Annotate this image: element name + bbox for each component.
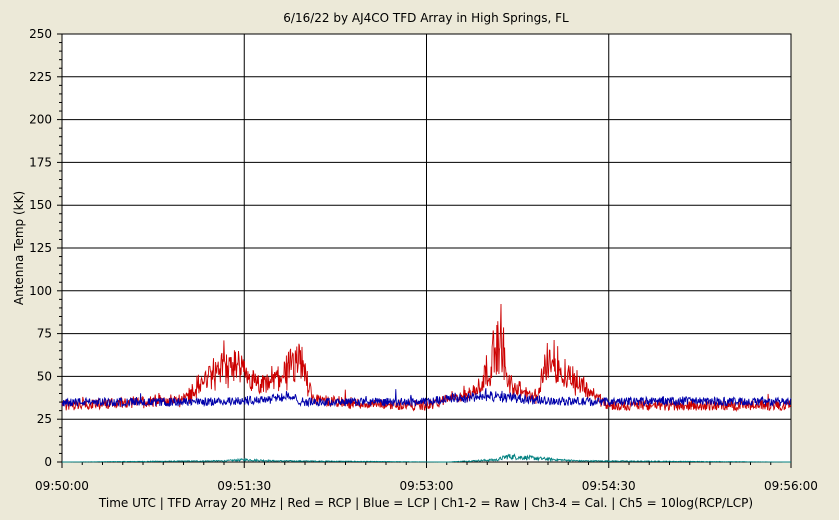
y-tick-label: 225 [29, 70, 52, 84]
y-tick-label: 50 [37, 369, 52, 383]
y-axis-label: Antenna Temp (kK) [12, 191, 26, 305]
y-tick-labels: 0 25 50 75 100 125 150 175 200 225 250 [29, 27, 52, 469]
y-tick-label: 125 [29, 241, 52, 255]
chart-title: 6/16/22 by AJ4CO TFD Array in High Sprin… [283, 11, 569, 25]
x-tick-labels: 09:50:00 09:51:30 09:53:00 09:54:30 09:56:00 [35, 479, 818, 493]
y-tick-label: 100 [29, 284, 52, 298]
series-line-1 [61, 388, 792, 408]
y-tick-label: 150 [29, 198, 52, 212]
y-tick-label: 25 [37, 412, 52, 426]
y-tick-label: 250 [29, 27, 52, 41]
y-tick-label: 200 [29, 113, 52, 127]
minor-ticks [57, 33, 792, 468]
x-tick-label: 09:51:30 [217, 479, 271, 493]
y-tick-label: 175 [29, 155, 52, 169]
grid-lines [62, 34, 791, 462]
series-line-2 [62, 453, 791, 463]
y-tick-label: 75 [37, 327, 52, 341]
x-tick-label: 09:54:30 [582, 479, 636, 493]
x-tick-label: 09:56:00 [764, 479, 818, 493]
data-series [61, 303, 792, 463]
x-tick-label: 09:50:00 [35, 479, 89, 493]
x-tick-label: 09:53:00 [400, 479, 454, 493]
x-axis-label: Time UTC | TFD Array 20 MHz | Red = RCP … [98, 496, 753, 510]
y-tick-label: 0 [44, 455, 52, 469]
